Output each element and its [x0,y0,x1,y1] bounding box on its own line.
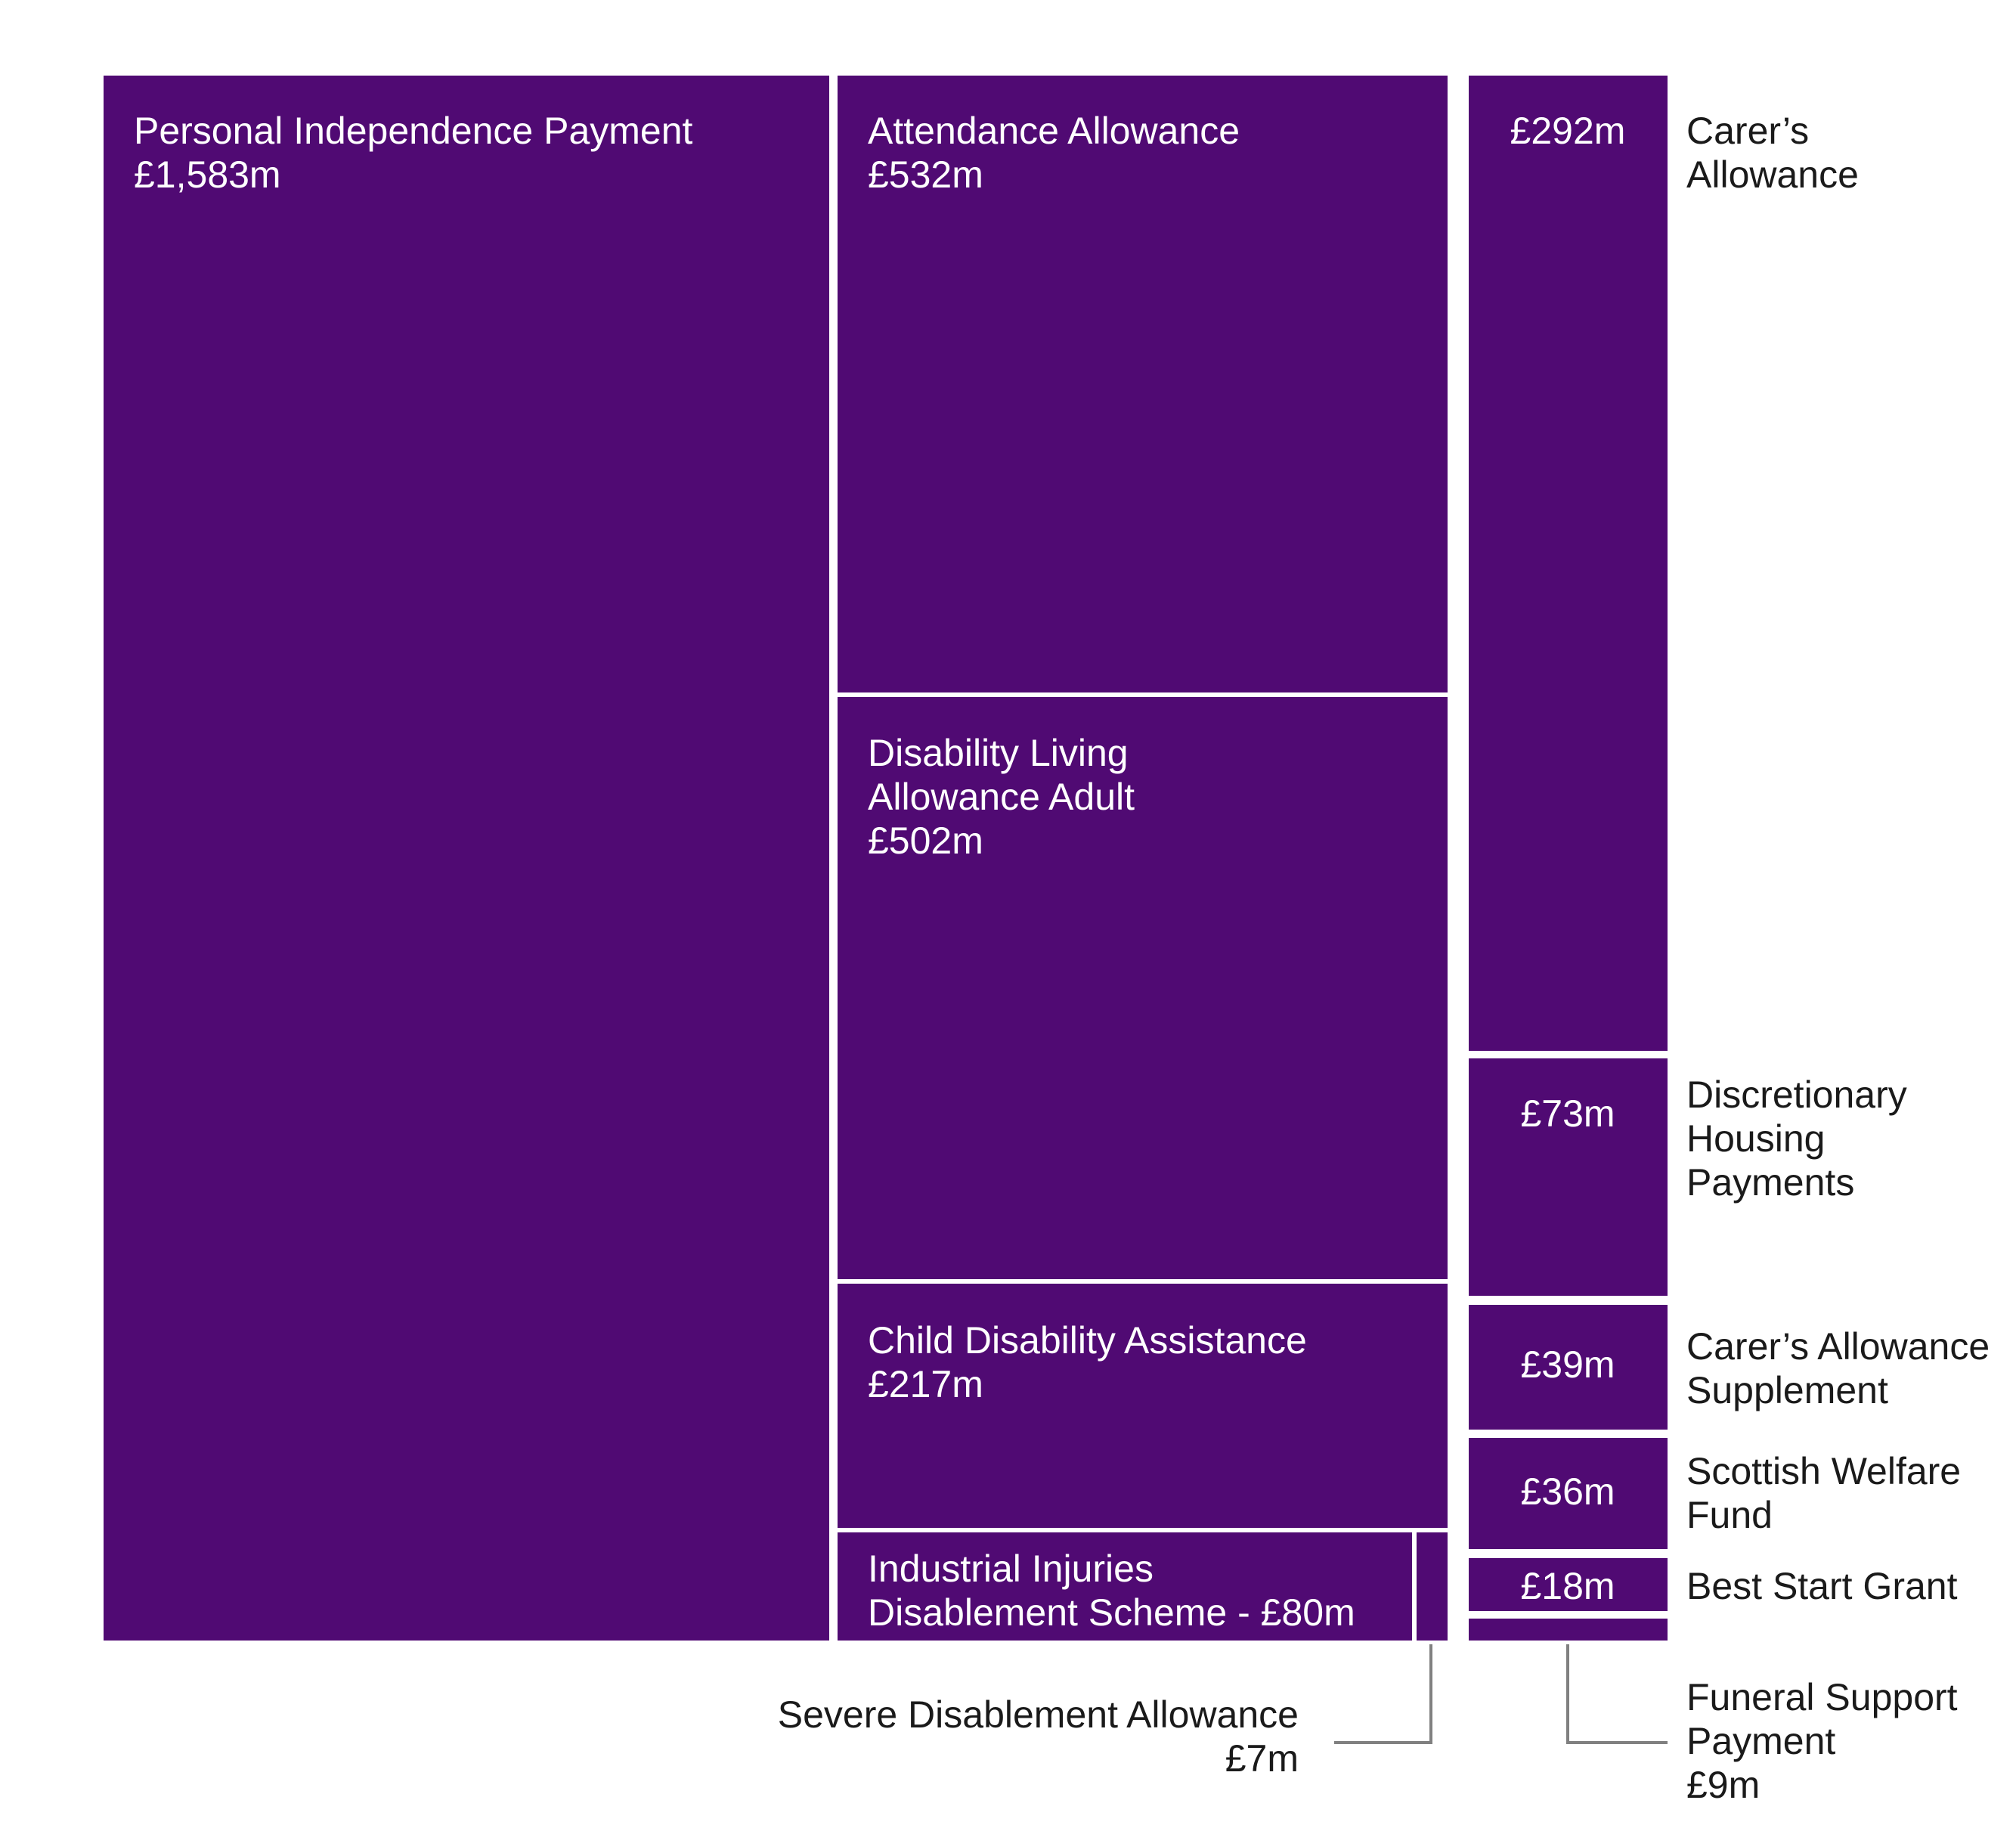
label-swf-line-1: Scottish Welfare [1686,1450,1961,1492]
label-iids-line-1: Industrial Injuries [868,1548,1154,1590]
label-ca-line-2: Allowance [1686,153,1859,196]
label-dla-line-1: Disability Living [868,732,1129,774]
tile-sda [1417,1532,1448,1641]
label-pip-line-2: £1,583m [134,153,281,196]
label-dhp-line-1: Discretionary [1686,1074,1907,1116]
tile-fsp [1469,1619,1668,1641]
label-dhp-line-3: Payments [1686,1161,1854,1204]
tile-cas [1469,1305,1668,1430]
label-bsg-line-1: Best Start Grant [1686,1565,1958,1607]
label-fsp-line-2: Payment [1686,1720,1835,1762]
tile-bsg [1469,1558,1668,1611]
label-aa-line-1: Attendance Allowance [868,110,1240,152]
leader-line-fsp [1566,1644,1668,1744]
label-ca-line-1: Carer’s [1686,110,1809,152]
label-cas-line-2: Supplement [1686,1369,1888,1411]
tile-dla [838,697,1448,1279]
tile-pip [104,76,829,1641]
tile-iids [838,1532,1412,1641]
tile-cda [838,1284,1448,1528]
label-pip-line-1: Personal Independence Payment [134,110,693,152]
label-fsp-line-3: £9m [1686,1764,1760,1806]
value-label-bsg: £18m [1520,1565,1615,1607]
label-fsp-line-1: Funeral Support [1686,1676,1958,1718]
value-label-cas: £39m [1520,1343,1615,1386]
label-sda-line-2: £7m [1225,1737,1299,1780]
leader-line-sda [1334,1644,1432,1744]
tile-ca [1469,76,1668,1051]
value-label-swf: £36m [1520,1470,1615,1513]
value-label-dhp: £73m [1520,1092,1615,1135]
label-dhp-line-2: Housing [1686,1117,1825,1160]
label-sda-line-1: Severe Disablement Allowance [778,1693,1299,1736]
label-cda-line-1: Child Disability Assistance [868,1319,1307,1362]
label-iids-line-2: Disablement Scheme - £80m [868,1591,1355,1634]
label-aa-line-2: £532m [868,153,983,196]
label-cas-line-1: Carer’s Allowance [1686,1325,1990,1368]
tile-dhp [1469,1058,1668,1296]
label-dla-line-3: £502m [868,820,983,862]
label-swf-line-2: Fund [1686,1494,1773,1536]
value-label-ca: £292m [1510,110,1626,152]
label-dla-line-2: Allowance Adult [868,776,1135,818]
tile-aa [838,76,1448,692]
tile-swf [1469,1438,1668,1549]
label-cda-line-2: £217m [868,1363,983,1405]
